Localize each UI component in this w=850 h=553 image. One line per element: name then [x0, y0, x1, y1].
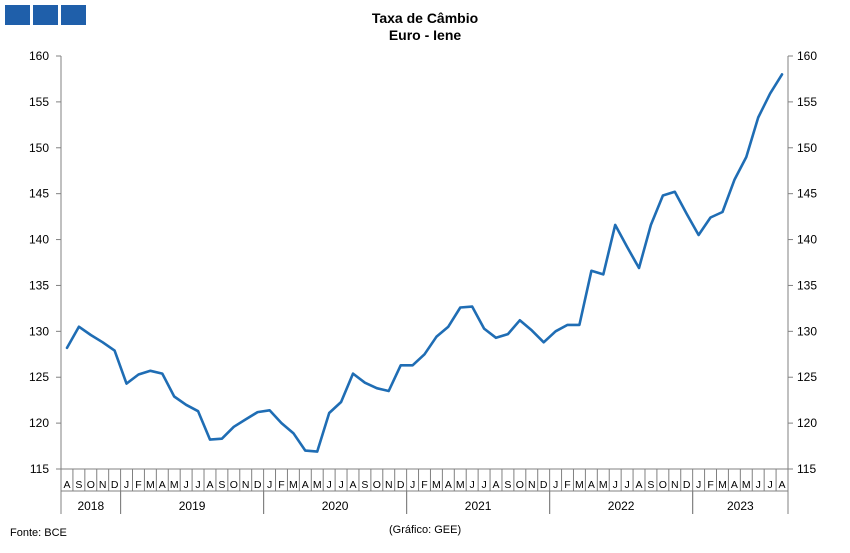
x-tick-label-month: J: [124, 479, 129, 491]
x-tick-label-month: O: [373, 479, 381, 491]
y-tick-label-left: 140: [29, 233, 49, 247]
y-tick-label-left: 160: [29, 49, 49, 63]
x-tick-label-month: J: [481, 479, 486, 491]
chart-title: Taxa de Câmbio Euro - Iene: [0, 10, 850, 44]
x-tick-label-year: 2019: [179, 499, 206, 513]
x-tick-label-month: J: [410, 479, 415, 491]
x-tick-label-month: J: [470, 479, 475, 491]
x-tick-label-month: A: [493, 479, 500, 491]
x-tick-label-month: O: [87, 479, 95, 491]
x-tick-label-month: J: [195, 479, 200, 491]
x-tick-label-month: A: [445, 479, 452, 491]
x-tick-label-month: J: [767, 479, 772, 491]
y-tick-label-right: 150: [797, 141, 817, 155]
x-tick-label-month: N: [528, 479, 536, 491]
x-tick-label-month: A: [349, 479, 356, 491]
x-tick-label-month: M: [313, 479, 322, 491]
x-tick-label-month: M: [718, 479, 727, 491]
y-tick-label-left: 135: [29, 278, 49, 292]
x-tick-label-month: M: [575, 479, 584, 491]
y-tick-label-left: 130: [29, 324, 49, 338]
x-tick-label-month: O: [230, 479, 238, 491]
x-tick-label-year: 2022: [608, 499, 635, 513]
x-tick-label-month: A: [159, 479, 166, 491]
chart-title-line2: Euro - Iene: [388, 27, 462, 43]
x-tick-label-month: S: [218, 479, 225, 491]
x-tick-label-month: A: [588, 479, 595, 491]
y-tick-label-left: 120: [29, 416, 49, 430]
x-tick-label-month: M: [170, 479, 179, 491]
y-tick-label-right: 120: [797, 416, 817, 430]
chart-title-line1: Taxa de Câmbio: [371, 10, 479, 26]
x-tick-label-month: M: [289, 479, 298, 491]
x-tick-label-month: N: [99, 479, 107, 491]
x-tick-label-year: 2020: [322, 499, 349, 513]
x-tick-label-month: D: [683, 479, 691, 491]
x-tick-label-month: D: [254, 479, 262, 491]
x-tick-label-month: A: [206, 479, 213, 491]
logo-square-2: [33, 5, 58, 25]
x-tick-label-month: J: [327, 479, 332, 491]
y-tick-label-left: 145: [29, 187, 49, 201]
x-tick-label-month: A: [636, 479, 643, 491]
x-tick-label-month: J: [267, 479, 272, 491]
x-tick-label-month: J: [613, 479, 618, 491]
y-tick-label-right: 115: [797, 462, 816, 476]
x-tick-label-month: M: [599, 479, 608, 491]
x-tick-label-month: F: [707, 479, 713, 491]
x-tick-label-month: J: [184, 479, 189, 491]
x-tick-label-month: A: [731, 479, 738, 491]
x-tick-label-month: D: [540, 479, 548, 491]
logo-square-1: [5, 5, 30, 25]
x-tick-label-month: J: [624, 479, 629, 491]
x-tick-label-month: M: [742, 479, 751, 491]
x-tick-label-month: F: [278, 479, 284, 491]
y-tick-label-right: 160: [797, 49, 817, 63]
x-tick-label-month: M: [432, 479, 441, 491]
x-tick-label-month: S: [75, 479, 82, 491]
x-tick-label-month: J: [338, 479, 343, 491]
x-tick-label-month: S: [361, 479, 368, 491]
y-tick-label-right: 155: [797, 95, 817, 109]
x-tick-label-month: N: [242, 479, 250, 491]
graphic-credit: (Gráfico: GEE): [389, 524, 462, 536]
source-note: Fonte: BCE: [10, 527, 67, 539]
x-tick-label-month: A: [302, 479, 309, 491]
x-tick-label-year: 2021: [465, 499, 492, 513]
x-tick-label-month: M: [456, 479, 465, 491]
y-tick-label-left: 150: [29, 141, 49, 155]
x-tick-label-month: N: [671, 479, 679, 491]
x-tick-label-month: J: [696, 479, 701, 491]
x-tick-label-month: F: [421, 479, 427, 491]
x-tick-label-month: S: [647, 479, 654, 491]
y-tick-label-right: 140: [797, 233, 817, 247]
x-tick-label-month: S: [504, 479, 511, 491]
x-tick-label-month: F: [564, 479, 570, 491]
x-tick-label-month: D: [111, 479, 119, 491]
x-tick-label-month: M: [146, 479, 155, 491]
y-tick-label-right: 135: [797, 278, 817, 292]
x-tick-label-month: J: [756, 479, 761, 491]
x-tick-label-month: D: [397, 479, 405, 491]
y-tick-label-right: 145: [797, 187, 817, 201]
x-tick-label-year: 2018: [77, 499, 104, 513]
x-tick-label-month: A: [779, 479, 786, 491]
x-tick-label-month: J: [553, 479, 558, 491]
x-tick-label-month: O: [659, 479, 667, 491]
x-tick-label-month: O: [516, 479, 524, 491]
y-tick-label-left: 115: [30, 462, 49, 476]
x-tick-label-year: 2023: [727, 499, 754, 513]
series-line: [65, 73, 784, 453]
x-tick-label-month: N: [385, 479, 393, 491]
y-tick-label-right: 125: [797, 370, 817, 384]
y-tick-label-left: 155: [29, 95, 49, 109]
y-tick-label-left: 125: [29, 370, 49, 384]
y-tick-label-right: 130: [797, 324, 817, 338]
publisher-logo: [5, 5, 86, 25]
x-tick-label-month: A: [63, 479, 70, 491]
logo-square-3: [61, 5, 86, 25]
x-tick-label-month: F: [135, 479, 141, 491]
